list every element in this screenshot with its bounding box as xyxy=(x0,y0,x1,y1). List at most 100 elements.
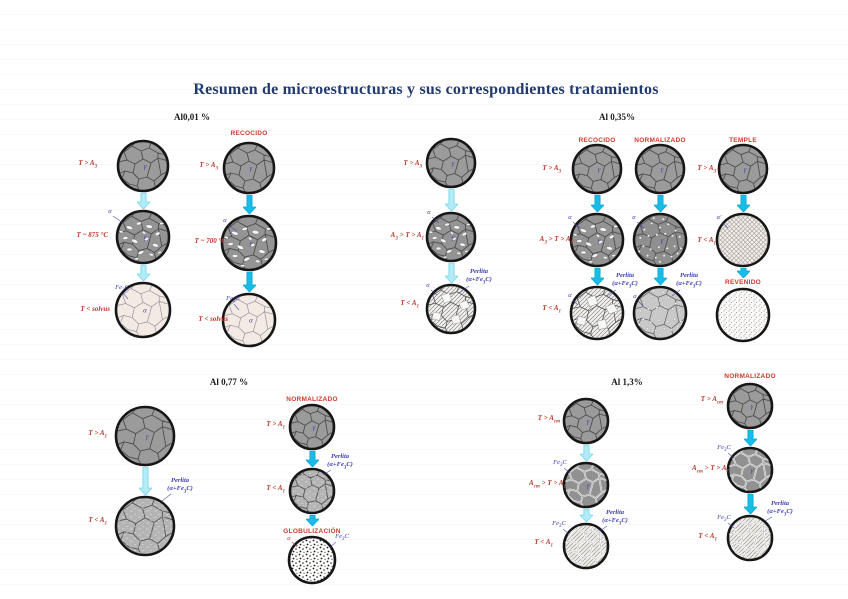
temperature-label: T > A3 xyxy=(542,164,561,175)
temperature-label: A3 > T > A1 xyxy=(390,231,424,242)
phase-symbol: γ xyxy=(661,237,664,245)
temperature-label: T < A1 xyxy=(88,516,107,527)
group-title: Al0,01 % xyxy=(174,112,210,122)
down-arrow-icon xyxy=(590,195,604,212)
down-arrow xyxy=(136,193,150,209)
microstructure-gamma-fe3c: γ xyxy=(561,460,611,515)
down-arrow xyxy=(579,445,593,461)
micro-svg-tempered xyxy=(715,287,771,343)
down-arrow-icon xyxy=(590,268,604,285)
micro-svg-austenite: γ xyxy=(425,137,477,189)
microstructure-pearlite-gray xyxy=(287,466,337,521)
microstructure-pearlite-fine xyxy=(631,284,689,347)
microstructure-gamma-alpha-large: γ xyxy=(568,211,626,274)
down-arrow-icon xyxy=(305,515,319,526)
phase-annotation: Fe3C xyxy=(717,513,731,524)
phase-annotation: Fe3C xyxy=(115,283,129,294)
micro-svg-pearlite-coarse xyxy=(425,283,477,335)
group-title: Al 0,35% xyxy=(599,112,635,122)
phase-symbol: γ xyxy=(587,482,590,490)
down-arrow-icon xyxy=(736,268,750,278)
temperature-label: T < A1 xyxy=(542,304,561,315)
down-arrow-icon xyxy=(242,195,256,214)
phase-annotation: α′ xyxy=(716,214,722,222)
down-arrow-icon xyxy=(138,467,152,495)
micro-svg-gamma-alpha-small: γ xyxy=(632,212,688,268)
phase-annotation: α xyxy=(427,209,431,217)
temperature-label: T < A1 xyxy=(400,299,419,310)
phase-symbol: α xyxy=(249,317,253,325)
down-arrow xyxy=(653,195,667,212)
phase-symbol: γ xyxy=(598,237,601,245)
micro-svg-pearlite-gray xyxy=(114,495,176,557)
micro-svg-pearlite-fe3c xyxy=(562,522,610,570)
phase-symbol: γ xyxy=(661,166,664,174)
down-arrow xyxy=(136,265,150,281)
micro-svg-austenite: γ xyxy=(634,143,686,195)
phase-symbol: γ xyxy=(452,160,455,168)
phase-annotation: Perlita (α+Fe3C) xyxy=(767,499,793,518)
temperature-label: T < A1 xyxy=(697,236,716,247)
microstructure-austenite: γ xyxy=(633,142,687,201)
phase-annotation: Fe3C xyxy=(335,532,349,543)
temperature-label: Acm > T > A1 xyxy=(692,464,729,475)
phase-annotation: α xyxy=(108,208,112,216)
temperature-label: T > A3 xyxy=(78,159,97,170)
micro-svg-gamma-alpha-large: γ xyxy=(115,209,171,265)
down-arrow xyxy=(743,430,757,446)
phase-annotation: Fe3C xyxy=(717,443,731,454)
microstructure-austenite: γ xyxy=(716,142,770,201)
temperature-label: Acm > T > A1 xyxy=(529,479,566,490)
micro-svg-austenite: γ xyxy=(222,141,276,195)
microstructure-austenite: γ xyxy=(424,136,478,195)
micro-svg-austenite: γ xyxy=(288,403,336,451)
phase-annotation: Perlita (α+Fe3C) xyxy=(167,476,193,495)
micro-svg-pearlite-fine xyxy=(632,285,688,341)
treatment-label-revenido: REVENIDO xyxy=(725,279,761,286)
temperature-label: T > Acm xyxy=(700,395,723,406)
temperature-label: T < A1 xyxy=(698,532,717,543)
microstructure-gamma-alpha-large: γ xyxy=(424,210,478,269)
treatment-label-temple: TEMPLE xyxy=(729,137,757,144)
phase-symbol: γ xyxy=(250,240,253,248)
microstructure-ferrite-cream: α xyxy=(113,280,173,345)
down-arrow xyxy=(653,268,667,285)
temperature-label: T > A1 xyxy=(266,420,285,431)
treatment-label-globulización: GLOBULIZACIÓN xyxy=(283,528,341,535)
down-arrow-icon xyxy=(743,430,757,446)
temperature-label: A3 > T > A1 xyxy=(539,235,573,246)
phase-annotation: α xyxy=(632,214,636,222)
microstructure-austenite: γ xyxy=(113,404,177,473)
micro-svg-austenite: γ xyxy=(114,405,176,467)
down-arrow xyxy=(444,263,458,283)
phase-annotation: α xyxy=(568,214,572,222)
temperature-label: T > A1 xyxy=(88,429,107,440)
phase-annotation: α xyxy=(568,292,572,300)
microstructure-gamma-alpha-large: γ xyxy=(114,208,172,271)
group-title: Al 0,77 % xyxy=(209,377,249,387)
group-title: Al 1,3% xyxy=(611,377,643,387)
down-arrow xyxy=(590,268,604,285)
micro-svg-ferrite-cream: α xyxy=(114,281,172,339)
down-arrow-icon xyxy=(743,494,757,514)
phase-symbol: γ xyxy=(144,163,147,171)
phase-symbol: γ xyxy=(146,433,149,441)
down-arrow xyxy=(590,195,604,212)
phase-annotation: Fe3C xyxy=(552,519,566,530)
phase-symbol: γ xyxy=(751,403,754,411)
micro-svg-gamma-fe3c: γ xyxy=(562,461,610,509)
phase-symbol: γ xyxy=(587,418,590,426)
microstructure-pearlite-gray xyxy=(113,494,177,563)
microstructure-austenite: γ xyxy=(221,140,277,201)
down-arrow xyxy=(579,509,593,522)
phase-annotation: Perlita (α+Fe3C) xyxy=(327,452,353,471)
phase-symbol: γ xyxy=(313,424,316,432)
temperature-label: T < solvus xyxy=(80,305,110,313)
microstructure-gamma-alpha-small: γ xyxy=(631,211,689,274)
down-arrow-icon xyxy=(579,509,593,522)
microstructure-gamma-alpha-large: γ xyxy=(219,213,279,278)
down-arrow xyxy=(242,195,256,214)
phase-symbol: γ xyxy=(144,234,147,242)
phase-annotation: α xyxy=(426,282,430,290)
micro-svg-gamma-fe3c: γ xyxy=(726,446,774,494)
